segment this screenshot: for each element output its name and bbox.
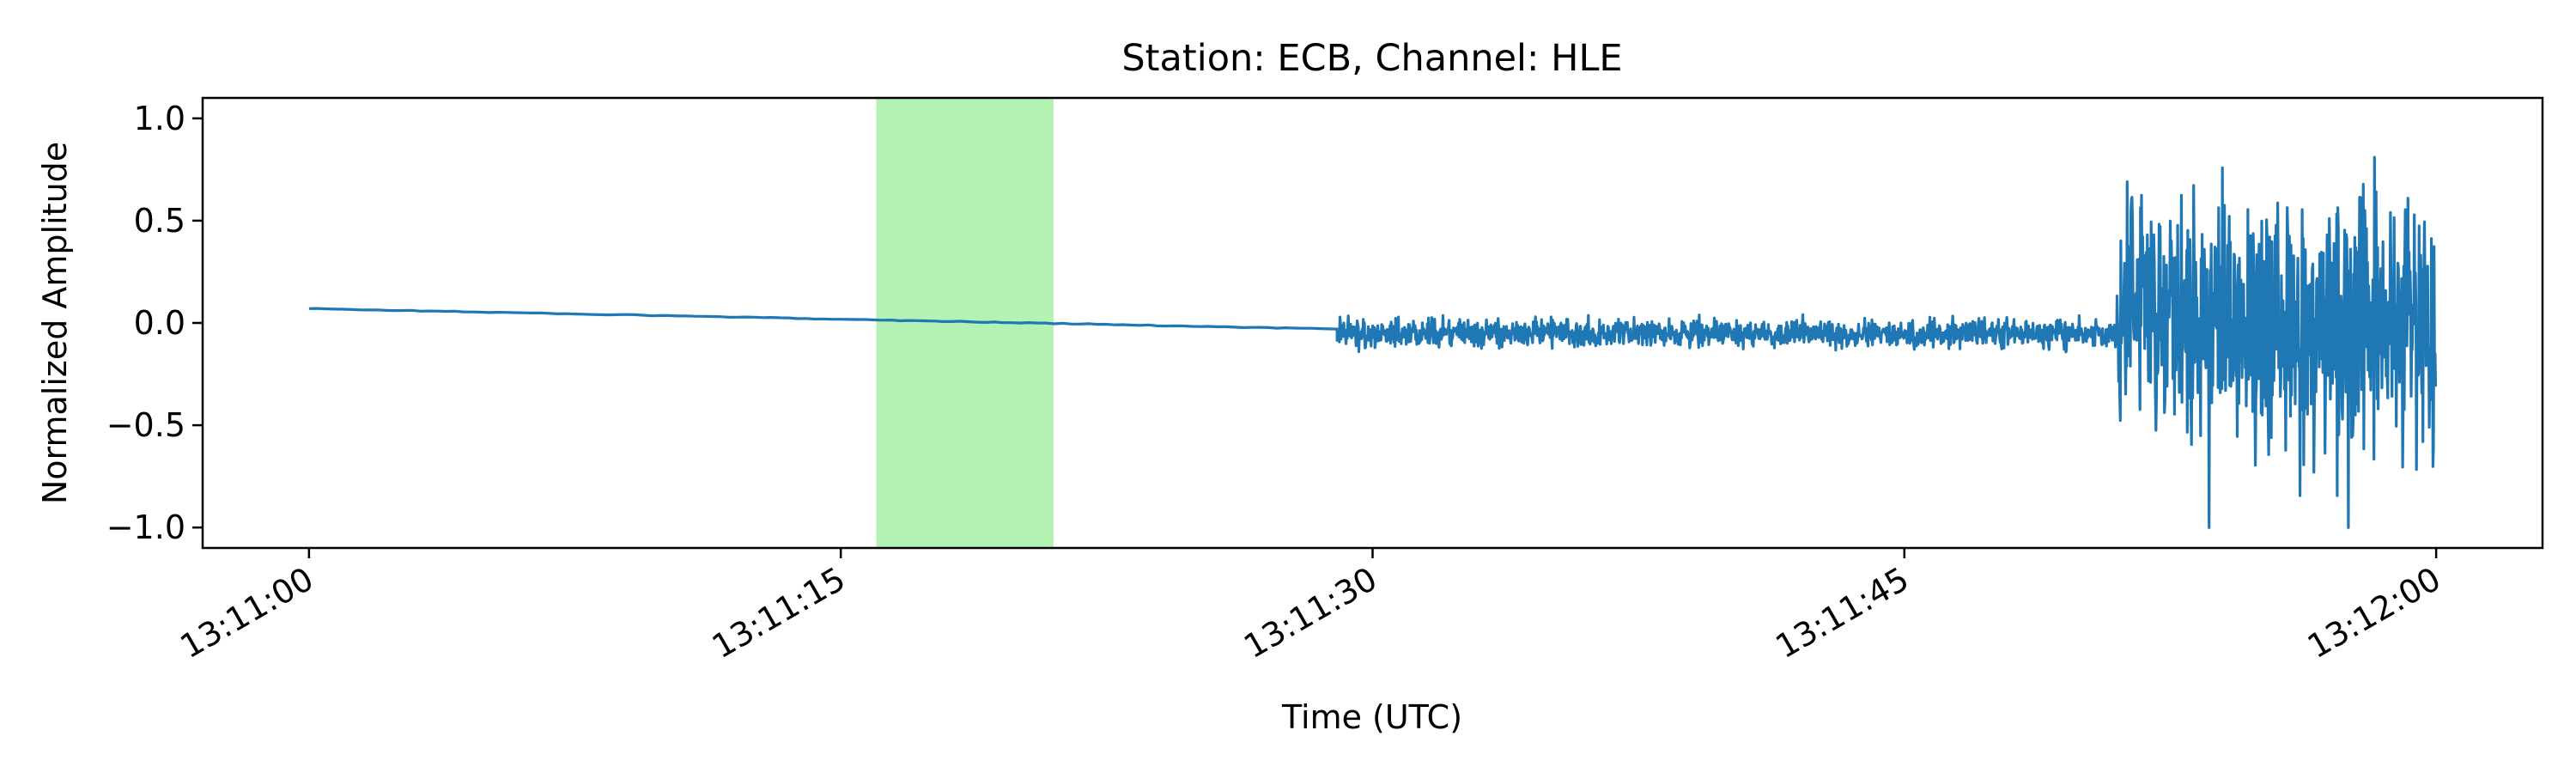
x-axis: 13:11:00 13:11:15 13:11:30 13:11:45 13:12:00	[174, 548, 2447, 666]
y-tick-label: 1.0	[134, 100, 185, 137]
y-tick-label: −0.5	[106, 406, 185, 444]
x-tick-label: 13:11:45	[1770, 560, 1916, 666]
y-axis: 1.0 0.5 0.0 −0.5 −1.0	[106, 100, 203, 546]
y-tick-label: 0.0	[134, 304, 185, 342]
x-axis-label: Time (UTC)	[1281, 698, 1462, 736]
waveform-trace	[308, 155, 2438, 529]
chart-title: Station: ECB, Channel: HLE	[1121, 37, 1622, 80]
trace-layer	[308, 155, 2438, 529]
y-axis-label: Normalized Amplitude	[36, 142, 74, 504]
y-tick-label: 0.5	[134, 202, 185, 240]
y-tick-label: −1.0	[106, 508, 185, 546]
x-tick-label: 13:11:15	[706, 560, 852, 666]
x-tick-label: 13:12:00	[2301, 560, 2447, 666]
x-tick-label: 13:11:30	[1237, 560, 1383, 666]
x-tick-label: 13:11:00	[174, 560, 320, 666]
